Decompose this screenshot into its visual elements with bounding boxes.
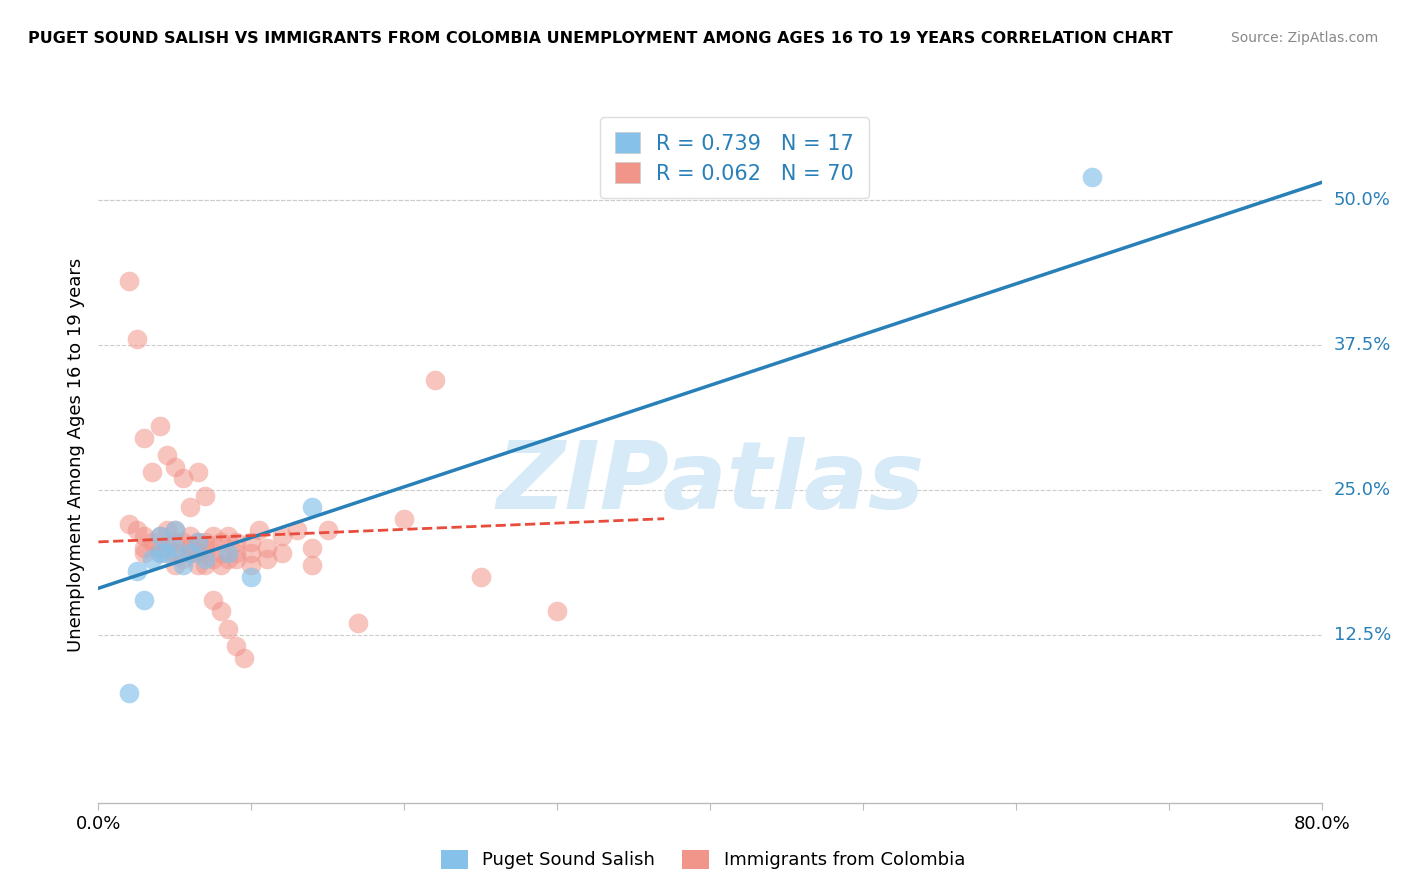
Point bbox=[240, 570, 263, 584]
Point bbox=[256, 541, 278, 555]
Point bbox=[172, 558, 194, 573]
Point bbox=[149, 529, 172, 543]
Point bbox=[240, 558, 263, 573]
Point bbox=[179, 529, 201, 543]
Point bbox=[141, 534, 163, 549]
Point bbox=[118, 517, 141, 532]
Point bbox=[270, 529, 292, 543]
Point bbox=[270, 546, 292, 561]
Point bbox=[301, 558, 323, 573]
Point bbox=[194, 546, 217, 561]
Text: PUGET SOUND SALISH VS IMMIGRANTS FROM COLOMBIA UNEMPLOYMENT AMONG AGES 16 TO 19 : PUGET SOUND SALISH VS IMMIGRANTS FROM CO… bbox=[28, 31, 1173, 46]
Point bbox=[187, 534, 209, 549]
Point bbox=[163, 523, 186, 537]
Point bbox=[125, 523, 148, 537]
Point bbox=[202, 552, 225, 566]
Text: ZIPatlas: ZIPatlas bbox=[496, 437, 924, 529]
Point bbox=[179, 500, 201, 514]
Legend: R = 0.739   N = 17, R = 0.062   N = 70: R = 0.739 N = 17, R = 0.062 N = 70 bbox=[600, 118, 869, 198]
Point bbox=[217, 552, 239, 566]
Point bbox=[172, 471, 194, 485]
Point bbox=[285, 523, 308, 537]
Point bbox=[134, 546, 156, 561]
Text: 37.5%: 37.5% bbox=[1334, 335, 1392, 354]
Point bbox=[247, 523, 270, 537]
Point bbox=[240, 546, 263, 561]
Point bbox=[301, 541, 323, 555]
Point bbox=[134, 529, 156, 543]
Point bbox=[163, 541, 186, 555]
Point bbox=[134, 541, 156, 555]
Point bbox=[194, 534, 217, 549]
Point bbox=[225, 639, 247, 653]
Point bbox=[347, 615, 370, 630]
Legend: Puget Sound Salish, Immigrants from Colombia: Puget Sound Salish, Immigrants from Colo… bbox=[432, 841, 974, 879]
Point bbox=[1081, 169, 1104, 184]
Point bbox=[149, 418, 172, 433]
Point bbox=[163, 523, 186, 537]
Point bbox=[202, 592, 225, 607]
Point bbox=[172, 534, 194, 549]
Point bbox=[194, 541, 217, 555]
Point bbox=[225, 534, 247, 549]
Point bbox=[187, 534, 209, 549]
Y-axis label: Unemployment Among Ages 16 to 19 years: Unemployment Among Ages 16 to 19 years bbox=[66, 258, 84, 652]
Point bbox=[470, 570, 492, 584]
Point bbox=[141, 466, 163, 480]
Point bbox=[423, 373, 446, 387]
Point bbox=[546, 605, 568, 619]
Point bbox=[149, 546, 172, 561]
Point bbox=[141, 552, 163, 566]
Point bbox=[163, 534, 186, 549]
Point bbox=[202, 529, 225, 543]
Point bbox=[225, 552, 247, 566]
Point bbox=[149, 541, 172, 555]
Point bbox=[187, 546, 209, 561]
Point bbox=[209, 546, 232, 561]
Point bbox=[134, 592, 156, 607]
Point bbox=[217, 622, 239, 636]
Text: 25.0%: 25.0% bbox=[1334, 481, 1391, 499]
Point bbox=[125, 564, 148, 578]
Point bbox=[125, 332, 148, 346]
Point bbox=[163, 459, 186, 474]
Point bbox=[156, 523, 179, 537]
Point bbox=[225, 546, 247, 561]
Point bbox=[392, 511, 416, 525]
Point bbox=[179, 546, 201, 561]
Point bbox=[217, 546, 239, 561]
Point bbox=[240, 534, 263, 549]
Point bbox=[163, 546, 186, 561]
Point bbox=[301, 500, 323, 514]
Point bbox=[194, 558, 217, 573]
Point bbox=[194, 489, 217, 503]
Point bbox=[149, 529, 172, 543]
Point bbox=[134, 430, 156, 444]
Text: Source: ZipAtlas.com: Source: ZipAtlas.com bbox=[1230, 31, 1378, 45]
Point bbox=[163, 558, 186, 573]
Point bbox=[156, 541, 179, 555]
Point bbox=[172, 552, 194, 566]
Point bbox=[156, 546, 179, 561]
Point bbox=[209, 605, 232, 619]
Point bbox=[179, 546, 201, 561]
Point bbox=[118, 274, 141, 288]
Point bbox=[256, 552, 278, 566]
Point bbox=[118, 685, 141, 699]
Point bbox=[149, 546, 172, 561]
Point bbox=[217, 529, 239, 543]
Point bbox=[209, 558, 232, 573]
Point bbox=[316, 523, 339, 537]
Point bbox=[187, 466, 209, 480]
Point bbox=[179, 541, 201, 555]
Point bbox=[187, 558, 209, 573]
Point bbox=[194, 552, 217, 566]
Text: 12.5%: 12.5% bbox=[1334, 625, 1391, 644]
Point bbox=[209, 534, 232, 549]
Point bbox=[232, 651, 254, 665]
Text: 50.0%: 50.0% bbox=[1334, 191, 1391, 209]
Point bbox=[156, 448, 179, 462]
